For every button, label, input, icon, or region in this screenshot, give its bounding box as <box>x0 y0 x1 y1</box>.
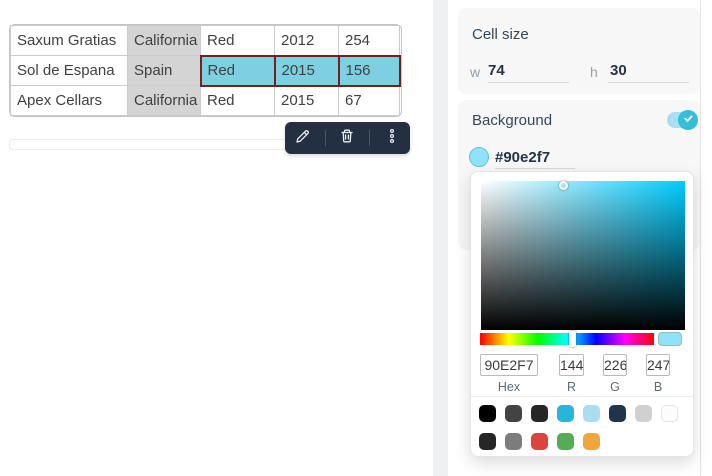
background-title: Background <box>472 112 553 129</box>
preset-swatch[interactable] <box>557 433 574 450</box>
table-cell[interactable]: California <box>127 25 201 56</box>
green-label: G <box>610 380 620 394</box>
table-row: Saxum Gratias California Red 2012 254 <box>10 25 400 56</box>
data-table: Saxum Gratias California Red 2012 254 So… <box>10 25 401 116</box>
table-cell[interactable]: 67 <box>338 85 400 116</box>
preset-swatch[interactable] <box>557 405 574 422</box>
cell-size-title: Cell size <box>472 26 529 43</box>
red-input[interactable] <box>559 354 584 376</box>
table-widget: Saxum Gratias California Red 2012 254 So… <box>9 24 402 117</box>
preset-swatch[interactable] <box>531 433 548 450</box>
table-row: Sol de Espana Spain Red 2015 156 <box>10 54 401 87</box>
preset-row-1 <box>479 405 678 422</box>
saturation-area[interactable] <box>481 181 685 330</box>
toolbar-divider <box>324 130 326 146</box>
blue-label: B <box>653 380 663 394</box>
preset-swatch[interactable] <box>505 433 522 450</box>
table-row: Apex Cellars California Red 2015 67 <box>10 85 400 116</box>
kebab-menu-icon <box>383 127 401 150</box>
table-cell-selected[interactable]: 2015 <box>273 54 340 87</box>
toolbar-divider <box>369 130 371 146</box>
canvas-panel-gutter <box>433 0 448 476</box>
picker-divider <box>471 396 693 397</box>
width-value[interactable]: 74 <box>488 62 505 79</box>
table-cell[interactable]: Saxum Gratias <box>10 25 128 56</box>
more-options-button[interactable] <box>377 125 407 151</box>
editor-canvas: Saxum Gratias California Red 2012 254 So… <box>9 24 410 154</box>
preset-swatch[interactable] <box>479 433 496 450</box>
delete-button[interactable] <box>332 125 362 151</box>
table-cell[interactable]: Red <box>200 85 275 116</box>
preset-swatch[interactable] <box>583 405 600 422</box>
background-hex-underline <box>495 168 575 169</box>
edit-button[interactable] <box>288 125 318 151</box>
height-label: h <box>590 64 598 80</box>
blue-input[interactable] <box>646 354 670 376</box>
preset-swatch[interactable] <box>505 405 522 422</box>
table-cell[interactable]: California <box>127 85 201 116</box>
width-label: w <box>470 64 481 80</box>
trash-icon <box>338 127 356 150</box>
table-cell-selected[interactable]: Red <box>199 54 276 87</box>
hex-input[interactable] <box>480 354 538 376</box>
table-cell[interactable]: 2015 <box>274 85 339 116</box>
preset-swatch[interactable] <box>479 405 496 422</box>
hex-label: Hex <box>497 380 521 394</box>
preset-swatch[interactable] <box>583 433 600 450</box>
height-input-underline <box>608 82 689 83</box>
height-value[interactable]: 30 <box>610 62 627 79</box>
cell-size-card: Cell size w 74 h 30 <box>458 8 700 94</box>
background-hex-value[interactable]: #90e2f7 <box>495 149 551 166</box>
hue-slider[interactable] <box>480 331 654 347</box>
table-cell[interactable]: Red <box>200 25 275 56</box>
table-cell[interactable]: Sol de Espana <box>10 55 128 86</box>
table-cell-selected[interactable]: 156 <box>337 54 401 87</box>
table-cell[interactable]: Apex Cellars <box>10 85 128 116</box>
color-picker-popup: Hex R G B <box>470 171 694 457</box>
red-label: R <box>566 380 577 394</box>
preset-swatch[interactable] <box>609 405 626 422</box>
check-icon <box>683 111 694 129</box>
background-toggle[interactable] <box>667 110 698 130</box>
green-input[interactable] <box>603 354 627 376</box>
width-input-underline <box>488 82 569 83</box>
selection-toolbar <box>285 122 410 154</box>
preset-swatch[interactable] <box>635 405 652 422</box>
pencil-icon <box>294 127 312 150</box>
preset-swatch[interactable] <box>661 405 678 422</box>
preset-swatch[interactable] <box>531 405 548 422</box>
table-cell[interactable]: Spain <box>127 55 201 86</box>
current-color-swatch <box>658 332 682 346</box>
toggle-knob <box>678 110 698 130</box>
panel-edge-divider <box>700 0 701 476</box>
preset-row-2 <box>479 433 600 450</box>
saturation-cursor[interactable] <box>559 181 568 190</box>
table-cell[interactable]: 2012 <box>274 25 339 56</box>
table-cell[interactable]: 254 <box>338 25 400 56</box>
hue-slider-handle[interactable] <box>569 331 576 347</box>
background-color-swatch[interactable] <box>469 147 489 167</box>
